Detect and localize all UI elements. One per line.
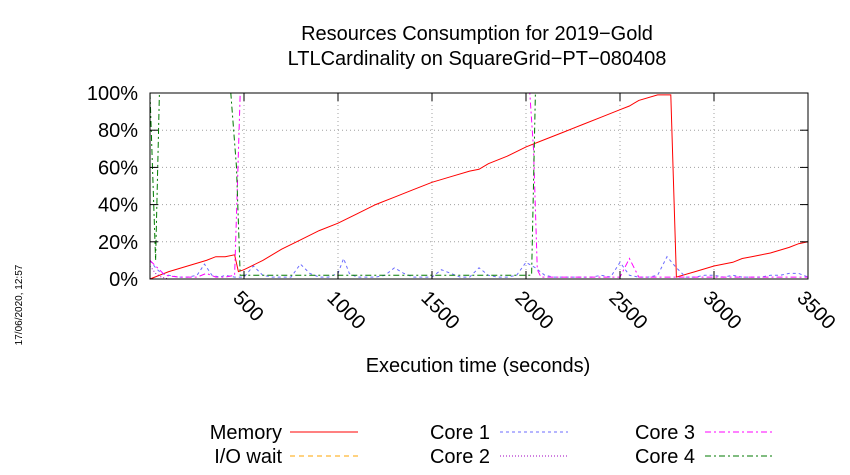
x-tick-label: 1500 [416, 287, 463, 334]
legend-label-core-1: Core 1 [430, 422, 490, 444]
x-tick-label: 1000 [322, 287, 369, 334]
plot-frame [149, 92, 809, 280]
grid [150, 93, 808, 279]
legend-label-core-3: Core 3 [635, 422, 695, 444]
y-tick-label: 0% [109, 269, 138, 291]
y-tick-label: 80% [98, 120, 138, 142]
legend-label-core-2: Core 2 [430, 446, 490, 468]
x-axis-label: Execution time (seconds) [366, 355, 591, 377]
y-tick-label: 100% [87, 83, 138, 105]
y-tick-label: 60% [98, 157, 138, 179]
y-tick-label: 20% [98, 232, 138, 254]
timestamp: 17/06/2020, 12:57 [14, 264, 25, 345]
legend-label-core-4: Core 4 [635, 446, 695, 468]
chart-title-line-2: LTLCardinality on SquareGrid−PT−080408 [288, 48, 667, 70]
y-tick-labels: 0% 20% 40% 60% 80% 100% [87, 83, 138, 291]
legend-label-i-o-wait: I/O wait [214, 446, 282, 468]
series-line-core-3 [149, 92, 808, 278]
x-tick-label: 2000 [510, 287, 557, 334]
chart-title-line-1: Resources Consumption for 2019−Gold [301, 23, 653, 45]
x-tick-labels: 500 1000 1500 2000 2500 3000 3500 [228, 287, 839, 334]
legend-label-memory: Memory [210, 422, 282, 444]
x-tick-label: 2500 [604, 287, 651, 334]
series-line-core-4 [149, 92, 808, 276]
series-line-core-2 [149, 265, 808, 280]
y-tick-label: 40% [98, 195, 138, 217]
x-tick-label: 3000 [698, 287, 745, 334]
x-tick-label: 3500 [792, 287, 839, 334]
series-line-memory [149, 94, 809, 280]
series-lines [149, 92, 809, 280]
tick-marks [150, 92, 809, 280]
x-tick-label: 500 [228, 287, 267, 326]
